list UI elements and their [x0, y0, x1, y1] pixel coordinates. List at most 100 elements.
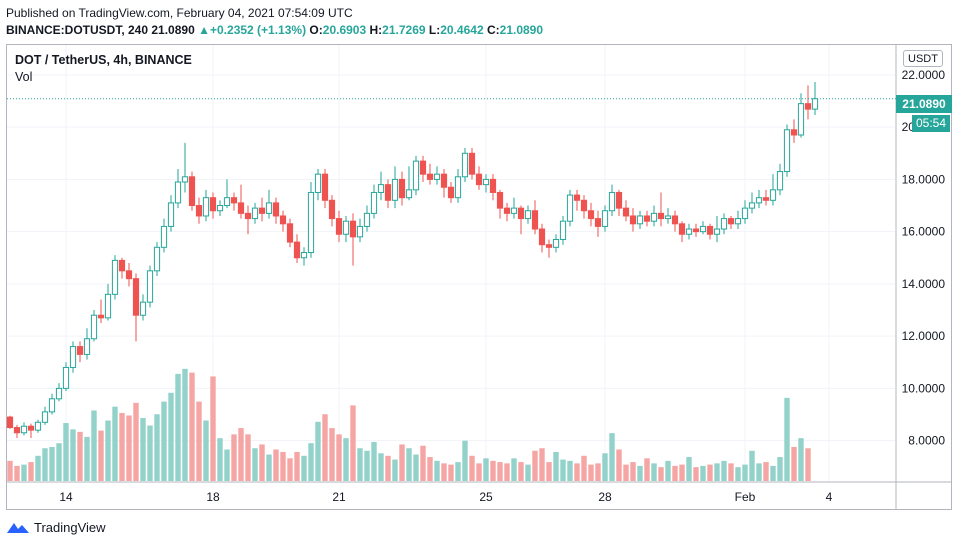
candle-body — [146, 270, 154, 303]
volume-bar — [483, 458, 489, 481]
candle-body — [391, 178, 399, 201]
volume-bar — [567, 460, 573, 481]
ohlc-header: BINANCE:DOTUSDT, 240 21.0890 ▲+0.2352 (+… — [6, 23, 543, 37]
candle-body — [601, 210, 609, 227]
volume-bar — [63, 423, 69, 481]
candle-body — [657, 212, 665, 220]
candle-body — [167, 202, 175, 227]
candle-body — [622, 207, 630, 217]
candle-body — [335, 218, 343, 235]
candle-body — [699, 225, 707, 233]
volume-bar — [91, 410, 97, 481]
candle-body — [384, 184, 392, 201]
volume-bar — [245, 434, 251, 481]
candle-body — [342, 220, 350, 235]
volume-bar — [7, 460, 13, 481]
candle-body — [293, 241, 301, 259]
candle-body — [349, 220, 357, 238]
candle-body — [461, 152, 469, 178]
candle-body — [664, 215, 672, 220]
volume-bar — [266, 454, 272, 481]
candle-body — [713, 228, 721, 235]
volume-bar — [539, 448, 545, 481]
volume-bar — [28, 462, 34, 481]
candle-body — [405, 189, 413, 199]
volume-bar — [84, 436, 90, 481]
volume-bar — [560, 459, 566, 481]
volume-bar — [112, 406, 118, 481]
volume-bar — [413, 454, 419, 481]
volume-bar — [350, 405, 356, 481]
volume-bar — [679, 464, 685, 481]
close-label: C: — [486, 23, 500, 37]
volume-bar — [175, 373, 181, 481]
candle-body — [286, 223, 294, 243]
candle-body — [741, 207, 749, 220]
currency-badge[interactable]: USDT — [903, 50, 943, 67]
volume-bar — [392, 459, 398, 481]
candle-body — [671, 215, 679, 225]
tradingview-logo-icon — [7, 522, 29, 533]
volume-bar — [105, 420, 111, 481]
volume-bar — [721, 460, 727, 481]
volume-bar — [665, 460, 671, 481]
volume-bar — [469, 455, 475, 481]
x-tick-label: 21 — [332, 490, 346, 504]
chart-frame[interactable] — [6, 44, 952, 510]
candle-body — [475, 173, 483, 186]
candle-body — [748, 202, 756, 209]
candle-body — [503, 207, 511, 214]
volume-bar — [672, 465, 678, 481]
candle-body — [776, 171, 784, 191]
candle-body — [538, 228, 546, 246]
change-arrow-icon: ▲ — [198, 23, 210, 37]
candle-body — [587, 210, 595, 220]
volume-bar — [581, 455, 587, 481]
volume-bar — [168, 392, 174, 481]
legend-symbol: DOT / TetherUS, 4h, BINANCE — [15, 53, 192, 67]
volume-bar — [406, 448, 412, 481]
candle-body — [426, 173, 434, 180]
candle-body — [223, 197, 231, 207]
open-value: 20.6903 — [322, 23, 367, 37]
tradingview-logo[interactable]: TradingView — [6, 520, 106, 535]
candle-body — [552, 238, 560, 248]
legend-volume: Vol — [15, 70, 33, 84]
candle-body — [90, 314, 98, 340]
candle-body — [321, 173, 329, 201]
candle-body — [433, 173, 441, 180]
volume-bar — [490, 460, 496, 481]
candle-body — [496, 191, 504, 209]
volume-bar — [700, 465, 706, 481]
candle-body — [636, 215, 644, 225]
candle-body — [55, 387, 63, 400]
countdown-tag: 05:54 — [912, 115, 950, 132]
candle-body — [251, 207, 259, 220]
candle-body — [566, 194, 574, 222]
candle-body — [482, 178, 490, 186]
volume-bar — [385, 455, 391, 481]
y-tick-label: 16.0000 — [902, 225, 946, 239]
volume-bar — [784, 397, 790, 481]
volume-bar — [427, 457, 433, 481]
candle-body — [181, 176, 189, 183]
volume-bar — [742, 464, 748, 481]
candle-body — [69, 346, 77, 368]
volume-bar — [182, 368, 188, 481]
candle-body — [447, 186, 455, 199]
candle-body — [230, 197, 238, 204]
candle-body — [629, 215, 637, 225]
volume-bar — [119, 412, 125, 481]
volume-bar — [504, 463, 510, 481]
volume-bar — [497, 462, 503, 481]
candle-body — [104, 293, 112, 319]
volume-bar — [553, 452, 559, 481]
volume-bar — [798, 438, 804, 481]
volume-bar — [21, 464, 27, 481]
high-label: H: — [369, 23, 383, 37]
volume-bar — [364, 450, 370, 481]
candle-body — [118, 259, 126, 272]
candle-body — [370, 191, 378, 214]
candle-body — [510, 207, 518, 214]
